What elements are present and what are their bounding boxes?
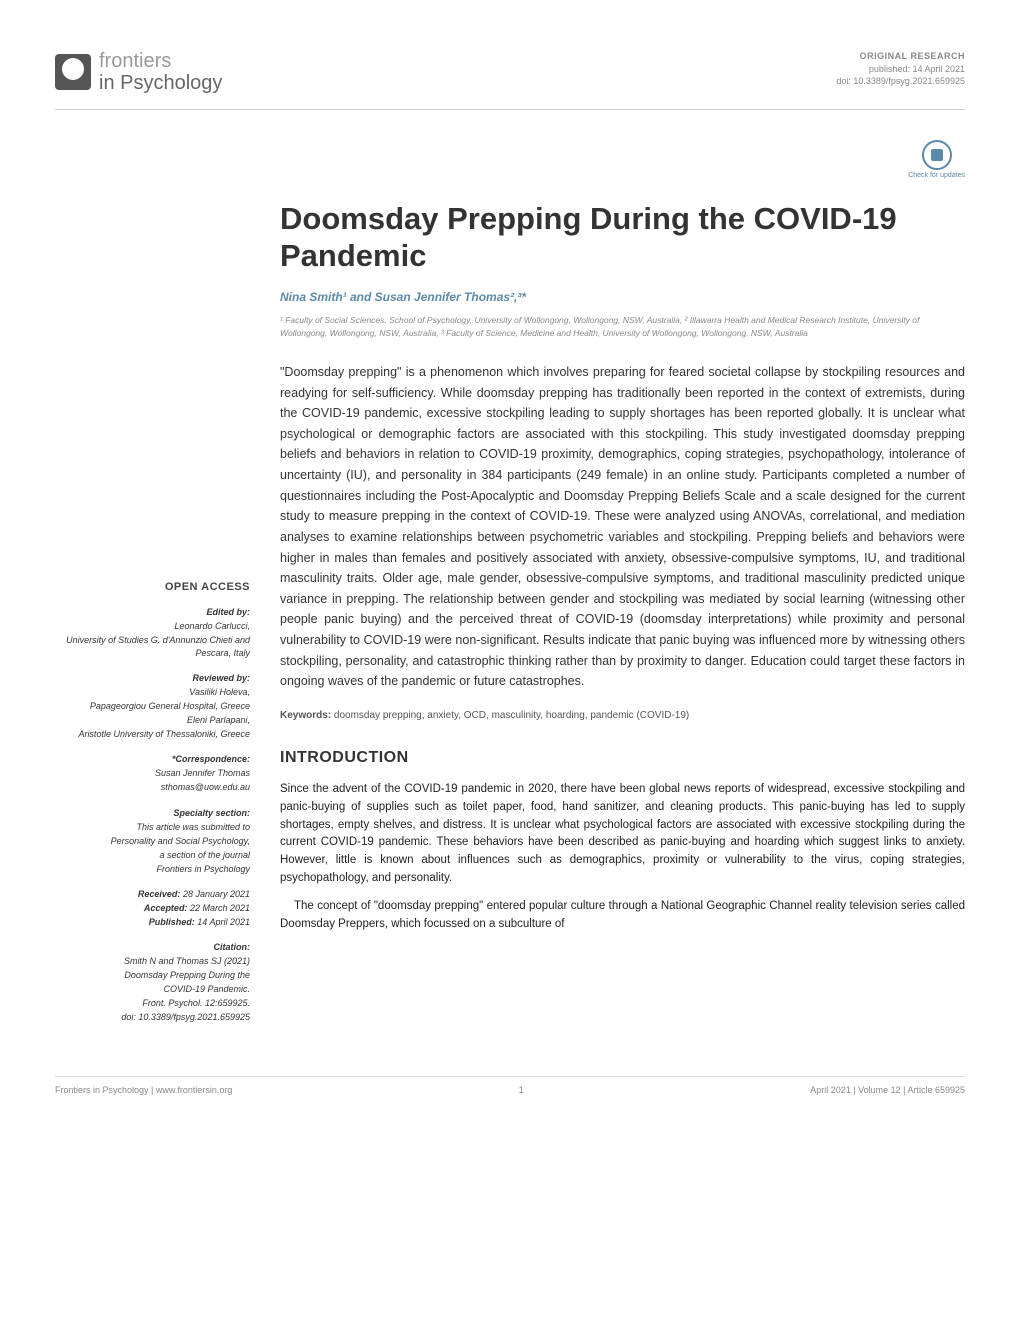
introduction-heading: INTRODUCTION	[280, 749, 965, 767]
footer-right: April 2021 | Volume 12 | Article 659925	[810, 1085, 965, 1095]
intro-paragraph-1: Since the advent of the COVID-19 pandemi…	[280, 781, 965, 888]
citation-line3: COVID-19 Pandemic.	[55, 983, 250, 996]
accepted-date: 22 March 2021	[190, 903, 250, 913]
journal-name: frontiers in Psychology	[99, 50, 222, 94]
check-updates-badge[interactable]: Check for updates	[908, 140, 965, 179]
accepted-label: Accepted:	[144, 903, 188, 913]
article-type: ORIGINAL RESEARCH	[836, 50, 965, 63]
reviewed-by-block: Reviewed by: Vasiliki Holeva, Papageorgi…	[55, 672, 250, 741]
received-line: Received: 28 January 2021	[55, 888, 250, 901]
correspondence-email[interactable]: sthomas@uow.edu.au	[55, 781, 250, 794]
article-title: Doomsday Prepping During the COVID-19 Pa…	[280, 200, 965, 274]
article-body: Doomsday Prepping During the COVID-19 Pa…	[280, 200, 965, 1036]
citation-doi[interactable]: doi: 10.3389/fpsyg.2021.659925	[55, 1011, 250, 1024]
published-date-sidebar: 14 April 2021	[197, 917, 250, 927]
accepted-line: Accepted: 22 March 2021	[55, 902, 250, 915]
specialty-block: Specialty section: This article was subm…	[55, 807, 250, 876]
sidebar: OPEN ACCESS Edited by: Leonardo Carlucci…	[55, 200, 250, 1036]
abstract: "Doomsday prepping" is a phenomenon whic…	[280, 362, 965, 692]
specialty-label: Specialty section:	[55, 807, 250, 820]
citation-block: Citation: Smith N and Thomas SJ (2021) D…	[55, 941, 250, 1024]
correspondence-label: *Correspondence:	[55, 753, 250, 766]
reviewer2-affiliation: Aristotle University of Thessaloniki, Gr…	[55, 728, 250, 741]
journal-brand: frontiers in Psychology	[55, 50, 222, 94]
published-label: Published:	[149, 917, 195, 927]
intro-paragraph-2: The concept of "doomsday prepping" enter…	[280, 898, 965, 934]
editor-affiliation: University of Studies G. d'Annunzio Chie…	[55, 634, 250, 660]
check-updates-icon	[922, 140, 952, 170]
citation-line2: Doomsday Prepping During the	[55, 969, 250, 982]
edited-by-label: Edited by:	[55, 606, 250, 619]
keywords-line: Keywords: doomsday prepping, anxiety, OC…	[280, 710, 965, 721]
reviewer1-affiliation: Papageorgiou General Hospital, Greece	[55, 700, 250, 713]
check-updates-container: Check for updates	[55, 140, 965, 182]
correspondence-name: Susan Jennifer Thomas	[55, 767, 250, 780]
editor-name: Leonardo Carlucci,	[55, 620, 250, 633]
received-date: 28 January 2021	[183, 889, 250, 899]
footer-left[interactable]: Frontiers in Psychology | www.frontiersi…	[55, 1085, 232, 1095]
frontiers-logo-icon	[55, 54, 91, 90]
journal-name-top: frontiers	[99, 50, 222, 72]
page-footer: Frontiers in Psychology | www.frontiersi…	[55, 1076, 965, 1095]
authors: Nina Smith¹ and Susan Jennifer Thomas²,³…	[280, 290, 965, 304]
page-header: frontiers in Psychology ORIGINAL RESEARC…	[55, 50, 965, 94]
correspondence-block: *Correspondence: Susan Jennifer Thomas s…	[55, 753, 250, 794]
journal-name-bottom: in Psychology	[99, 72, 222, 94]
keywords-label: Keywords:	[280, 710, 331, 721]
reviewer2-name: Eleni Parlapani,	[55, 714, 250, 727]
affiliations: ¹ Faculty of Social Sciences, School of …	[280, 314, 965, 340]
received-label: Received:	[138, 889, 181, 899]
footer-page-number: 1	[519, 1085, 524, 1095]
published-line: Published: 14 April 2021	[55, 916, 250, 929]
published-date: published: 14 April 2021	[836, 63, 965, 76]
citation-line4: Front. Psychol. 12:659925.	[55, 997, 250, 1010]
doi-link[interactable]: doi: 10.3389/fpsyg.2021.659925	[836, 75, 965, 88]
check-updates-label: Check for updates	[908, 172, 965, 179]
reviewer1-name: Vasiliki Holeva,	[55, 686, 250, 699]
specialty-line4: Frontiers in Psychology	[55, 863, 250, 876]
dates-block: Received: 28 January 2021 Accepted: 22 M…	[55, 888, 250, 929]
open-access-label: OPEN ACCESS	[55, 580, 250, 596]
specialty-line3: a section of the journal	[55, 849, 250, 862]
header-meta: ORIGINAL RESEARCH published: 14 April 20…	[836, 50, 965, 88]
edited-by-block: Edited by: Leonardo Carlucci, University…	[55, 606, 250, 660]
citation-line1: Smith N and Thomas SJ (2021)	[55, 955, 250, 968]
citation-label: Citation:	[55, 941, 250, 954]
specialty-line1: This article was submitted to	[55, 821, 250, 834]
keywords-text: doomsday prepping, anxiety, OCD, masculi…	[334, 710, 689, 721]
header-divider	[55, 109, 965, 110]
main-content: OPEN ACCESS Edited by: Leonardo Carlucci…	[55, 200, 965, 1036]
reviewed-by-label: Reviewed by:	[55, 672, 250, 685]
specialty-line2: Personality and Social Psychology,	[55, 835, 250, 848]
